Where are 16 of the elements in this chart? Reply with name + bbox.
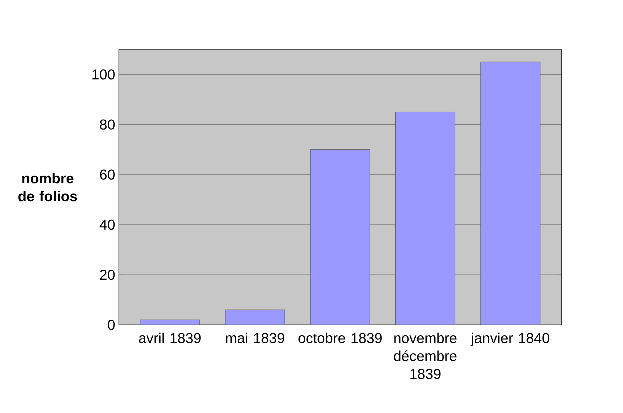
bar — [310, 150, 370, 326]
x-tick-label: octobre 1839 — [298, 332, 382, 344]
bar — [396, 112, 456, 326]
x-tick-label: janvier 1840 — [470, 332, 550, 346]
y-tick-label: 60 — [100, 170, 115, 180]
y-axis-title: nombre de folios — [18, 173, 78, 202]
y-tick-label: 0 — [108, 320, 115, 330]
x-tick-label: avril 1839 — [139, 332, 201, 344]
bar — [226, 310, 286, 326]
y-tick-label: 80 — [100, 120, 115, 130]
y-tick-label: 20 — [100, 270, 115, 280]
x-tick-label: novembre décembre 1839 — [394, 332, 457, 380]
x-tick-label: mai 1839 — [226, 332, 284, 344]
bar — [480, 62, 541, 326]
y-tick-label: 100 — [92, 70, 115, 80]
y-tick-label: 40 — [100, 220, 115, 230]
